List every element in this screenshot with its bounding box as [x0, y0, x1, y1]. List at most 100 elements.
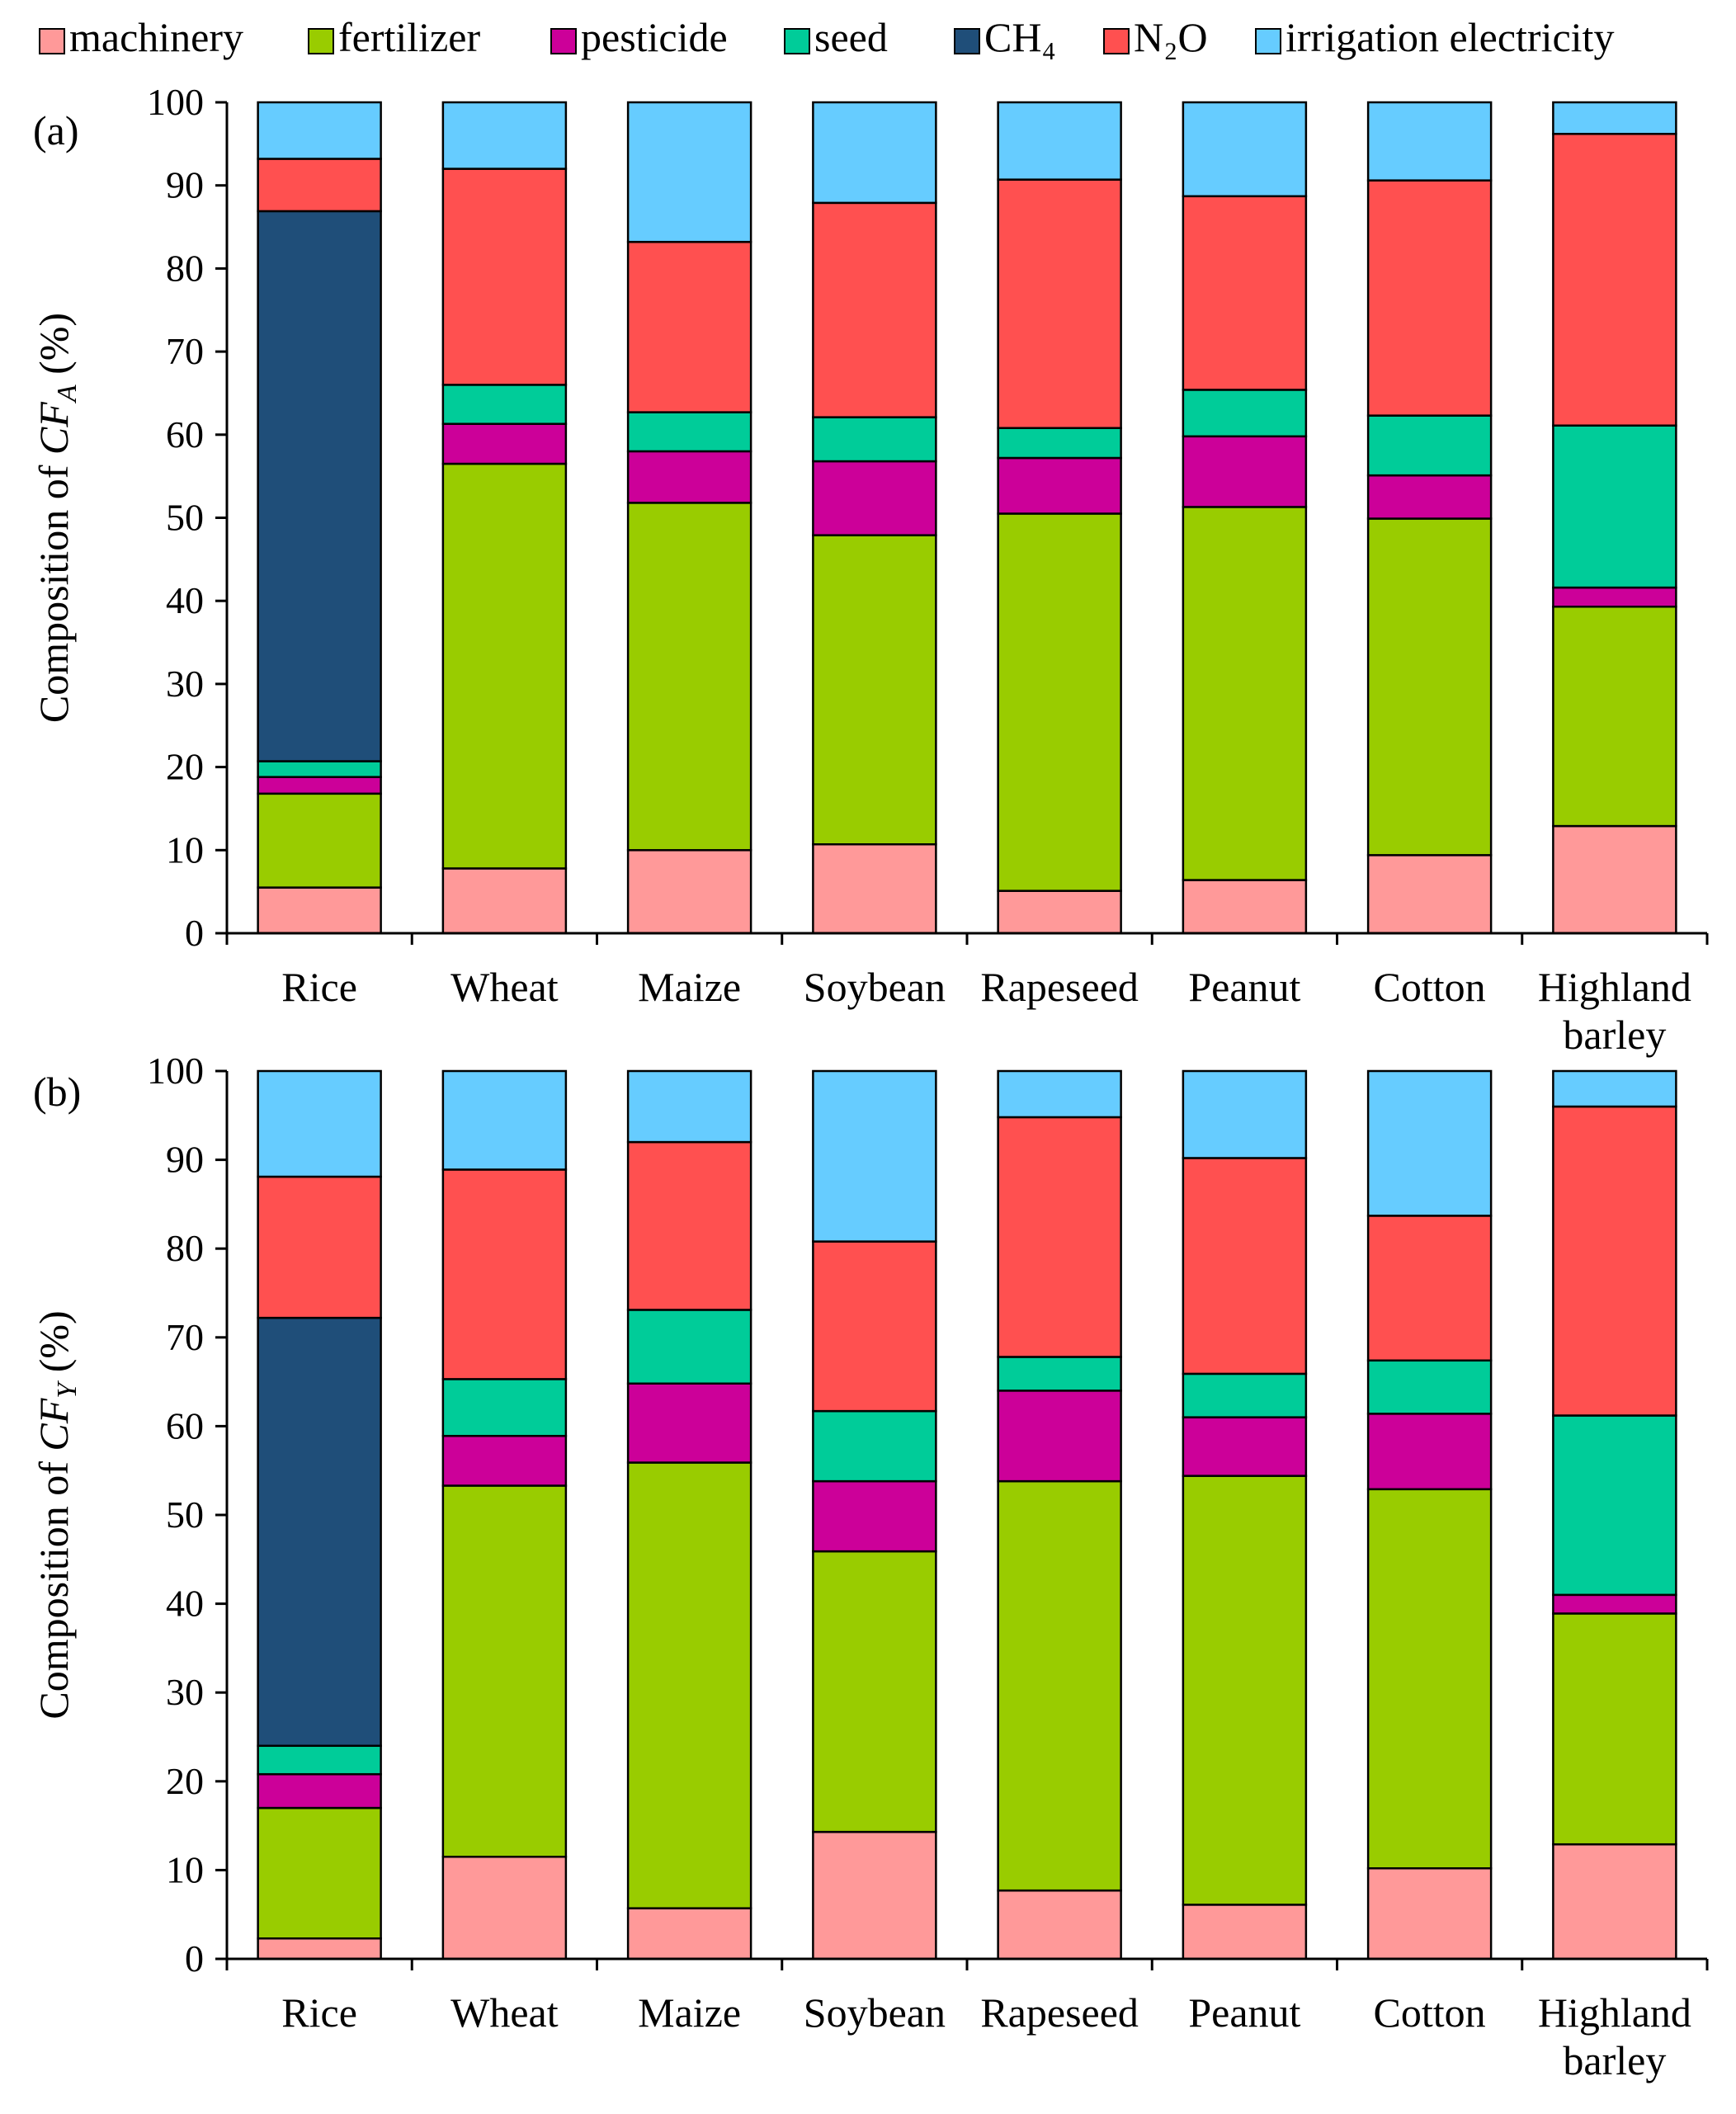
bar-segment-fertilizer — [626, 502, 752, 852]
bar-segment-fertilizer — [997, 1479, 1122, 1892]
x-tick-label: Highland barley — [1538, 1989, 1691, 2083]
bar-segment-n-o — [1552, 133, 1677, 427]
bar-segment-fertilizer — [257, 792, 382, 889]
y-tick-label: 30 — [166, 1671, 204, 1713]
legend-label-machinery: machinery — [69, 14, 243, 60]
bar-segment-machinery — [812, 1830, 937, 1961]
bar-segment-pesticide — [1366, 474, 1493, 520]
bar-segment-fertilizer — [812, 1550, 937, 1833]
y-tick-label: 40 — [166, 1583, 204, 1625]
bar-stack-rice — [257, 101, 382, 935]
bar-segment-machinery — [257, 1937, 382, 1961]
legend-swatch-fertilizer — [308, 28, 334, 54]
bar-segment-fertilizer — [997, 512, 1122, 892]
bar-stack-peanut — [1182, 101, 1308, 935]
bar-segment-irrigation-electricity — [1182, 101, 1308, 198]
bar-segment-n-o — [1182, 1157, 1308, 1376]
bar-stack-maize — [626, 1069, 752, 1961]
bar-segment-n-o — [257, 1175, 382, 1319]
legend-label-n2o: N₂O — [1134, 14, 1208, 60]
legend-label-ch4: CH₄ — [984, 14, 1056, 60]
bar-stack-soybean — [812, 1069, 937, 1961]
bar-segment-pesticide — [441, 422, 568, 465]
y-axis-title: Composition of CFY (%) — [31, 1310, 83, 1719]
bar-segment-fertilizer — [1366, 517, 1493, 856]
bar-segment-seed — [441, 384, 568, 425]
bar-segment-machinery — [812, 843, 937, 935]
bar-segment-seed — [997, 1356, 1122, 1392]
legend-swatch-n2o — [1103, 28, 1130, 54]
bar-segment-pesticide — [441, 1434, 568, 1487]
bar-segment-n-o — [1552, 1105, 1677, 1417]
x-tick-label: Rice — [281, 964, 357, 1010]
bar-segment-pesticide — [1366, 1413, 1493, 1491]
y-tick-label: 20 — [166, 1760, 204, 1802]
bar-segment-n-o — [626, 240, 752, 413]
y-tick-label: 0 — [185, 1937, 204, 1980]
x-tick-label: Rapeseed — [980, 1989, 1139, 2036]
x-tick-label: Cotton — [1374, 964, 1486, 1010]
y-tick-label: 90 — [166, 164, 204, 206]
legend-label-irrigation-electricity: irrigation electricity — [1285, 14, 1614, 60]
bar-segment-irrigation-electricity — [997, 101, 1122, 181]
x-tick-label: Soybean — [804, 1989, 946, 2036]
x-tick-label: Soybean — [804, 964, 946, 1010]
bar-segment-irrigation-electricity — [441, 1069, 568, 1171]
legend-swatch-irrigation-electricity — [1255, 28, 1281, 54]
bar-segment-seed — [441, 1378, 568, 1437]
bar-segment-seed — [1552, 1414, 1677, 1597]
y-tick-label: 50 — [166, 1493, 204, 1536]
x-tick-label: Cotton — [1374, 1989, 1486, 2036]
legend-swatch-pesticide — [550, 28, 577, 54]
bar-segment-fertilizer — [626, 1461, 752, 1909]
bar-segment-n-o — [1182, 195, 1308, 391]
bar-segment-machinery — [997, 889, 1122, 935]
legend-swatch-ch4 — [954, 28, 980, 54]
bar-segment-n-o — [626, 1140, 752, 1311]
bar-segment-pesticide — [257, 776, 382, 795]
bar-segment-irrigation-electricity — [626, 1069, 752, 1144]
bar-segment-irrigation-electricity — [626, 101, 752, 243]
bar-segment-machinery — [1366, 1866, 1493, 1961]
bar-segment-machinery — [1182, 879, 1308, 935]
y-tick-label: 100 — [147, 81, 204, 123]
bar-segment-n-o — [441, 1168, 568, 1380]
panel-a: (a) Composition of CFA (%) 0 10 20 30 40 50 60 70… — [31, 81, 1709, 1058]
bar-segment-irrigation-electricity — [812, 101, 937, 205]
bar-segment-pesticide — [812, 1479, 937, 1553]
bar-stack-soybean — [812, 101, 937, 935]
bar-segment-seed — [257, 760, 382, 778]
bar-segment-pesticide — [1552, 1593, 1677, 1615]
bar-segment-irrigation-electricity — [441, 101, 568, 170]
bar-segment-fertilizer — [441, 462, 568, 870]
bar-stack-wheat — [441, 101, 568, 935]
bar-segment-irrigation-electricity — [1366, 101, 1493, 182]
bar-segment-n-o — [1366, 1215, 1493, 1362]
bar-segment-n-o — [257, 158, 382, 213]
y-axis-title: Composition of CFA (%) — [31, 313, 83, 723]
bar-stack-rice — [257, 1069, 382, 1961]
y-tick-label: 20 — [166, 746, 204, 788]
legend-label-fertilizer: fertilizer — [338, 14, 480, 60]
bar-stack-wheat — [441, 1069, 568, 1961]
bar-stack-cotton — [1366, 1069, 1493, 1961]
bar-segment-seed — [997, 427, 1122, 460]
bar-segment-seed — [1182, 1372, 1308, 1418]
bar-segment-seed — [626, 411, 752, 453]
bar-segment-pesticide — [1182, 1416, 1308, 1477]
bar-segment-seed — [1366, 1359, 1493, 1415]
x-tick-label: Peanut — [1188, 964, 1300, 1010]
bar-segment-fertilizer — [1552, 1612, 1677, 1846]
y-tick-label: 10 — [166, 828, 204, 871]
legend: machinery fertilizer pesticide seed CH₄ N₂O ir… — [39, 14, 1614, 60]
bar-segment-fertilizer — [441, 1484, 568, 1858]
y-tick-label: 100 — [147, 1050, 204, 1092]
bar-segment-seed — [257, 1744, 382, 1776]
bar-segment-irrigation-electricity — [997, 1069, 1122, 1119]
bar-segment-n-o — [997, 1116, 1122, 1358]
bar-segment-seed — [812, 1409, 937, 1483]
bar-segment-machinery — [1366, 854, 1493, 935]
bar-stack-maize — [626, 101, 752, 935]
y-tick-label: 80 — [166, 247, 204, 289]
